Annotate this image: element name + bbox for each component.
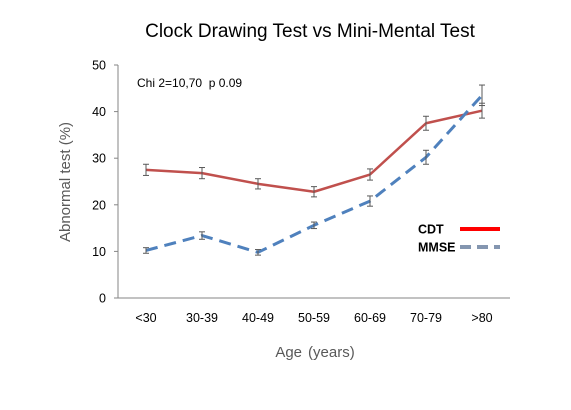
series-mmse: [143, 84, 485, 256]
y-tick-label: 40: [92, 105, 106, 119]
legend-item-mmse: MMSE: [418, 241, 500, 255]
y-tick-label: 20: [92, 198, 106, 212]
legend-item-cdt: CDT: [418, 223, 500, 237]
y-axis-label: Abnormal test (%): [57, 122, 74, 242]
x-tick-label: 30-39: [186, 311, 218, 325]
x-tick-label: >80: [471, 311, 492, 325]
series-cdt: [143, 102, 485, 198]
series-lines: [143, 84, 485, 256]
y-tick-label: 10: [92, 245, 106, 259]
x-axis-label: Age (years): [275, 344, 354, 361]
legend-label-cdt: CDT: [418, 223, 444, 237]
y-tick-label: 30: [92, 152, 106, 166]
y-tick-label: 0: [99, 292, 106, 306]
x-tick-label: <30: [135, 311, 156, 325]
x-tick-label: 60-69: [354, 311, 386, 325]
chi-square-annotation: Chi 2=10,70 p 0.09: [137, 76, 242, 90]
x-tick-label: 70-79: [410, 311, 442, 325]
chart-title: Clock Drawing Test vs Mini-Mental Test: [145, 21, 476, 42]
legend: CDT MMSE: [418, 223, 500, 255]
series-line-cdt: [145, 109, 483, 194]
axes: 0 10 20 30 40 50 <30 30-39 40-49 50-59 60-69 70-79 >…: [92, 59, 510, 325]
y-tick-label: 50: [92, 59, 106, 73]
x-tick-label: 40-49: [242, 311, 274, 325]
x-tick-label: 50-59: [298, 311, 330, 325]
legend-label-mmse: MMSE: [418, 241, 456, 255]
x-axis-label-unit: (years): [308, 344, 355, 361]
x-axis-label-main: Age: [275, 344, 302, 361]
